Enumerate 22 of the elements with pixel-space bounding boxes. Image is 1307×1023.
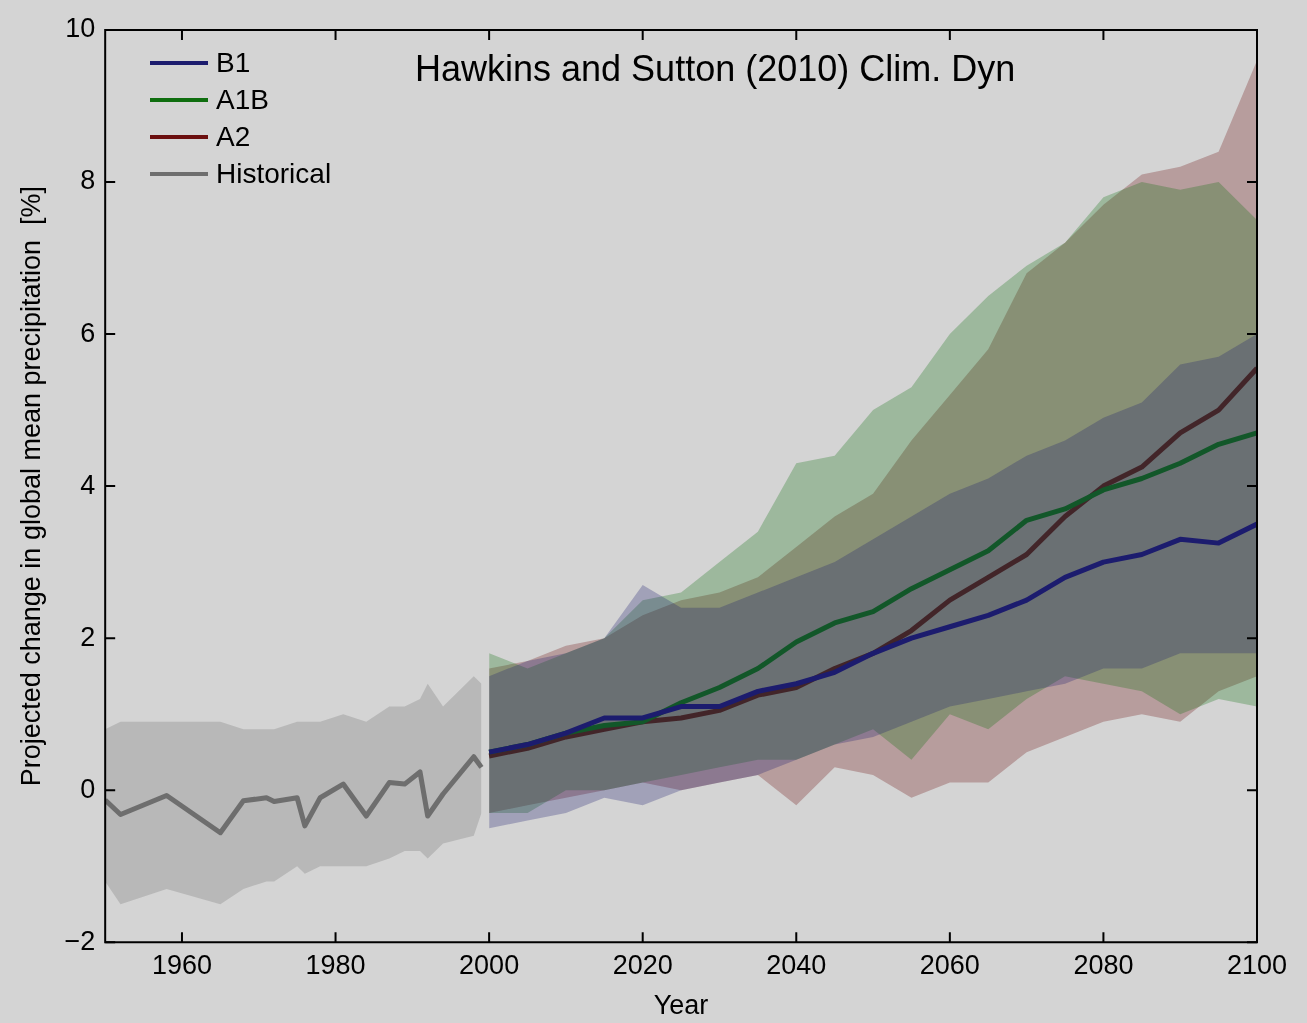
x-tick-label: 2000 <box>459 949 520 980</box>
y-tick-label: 0 <box>80 773 96 804</box>
x-axis-title: Year <box>653 990 709 1021</box>
y-tick-label: 8 <box>80 165 96 196</box>
annotation: Hawkins and Sutton (2010) Clim. Dyn <box>415 48 1016 90</box>
legend-label: A2 <box>216 120 251 154</box>
x-tick-label: 2020 <box>612 949 673 980</box>
y-tick-label: 6 <box>80 317 96 348</box>
x-tick-label: 1980 <box>305 949 366 980</box>
legend-label: A1B <box>216 83 269 117</box>
legend-label: B1 <box>216 46 251 80</box>
x-tick-label: 1960 <box>151 949 213 980</box>
y-tick-label: 2 <box>80 621 96 652</box>
y-tick-label: −2 <box>64 925 96 956</box>
x-tick-label: 2100 <box>1226 949 1288 980</box>
y-axis-title: Projected change in global mean precipitation [%] <box>15 185 46 787</box>
legend-label: Historical <box>216 157 332 191</box>
y-tick-label: 10 <box>65 13 96 44</box>
x-tick-label: 2040 <box>766 949 827 980</box>
x-tick-label: 2080 <box>1073 949 1134 980</box>
y-tick-label: 4 <box>80 469 96 500</box>
x-tick-label: 2060 <box>919 949 980 980</box>
